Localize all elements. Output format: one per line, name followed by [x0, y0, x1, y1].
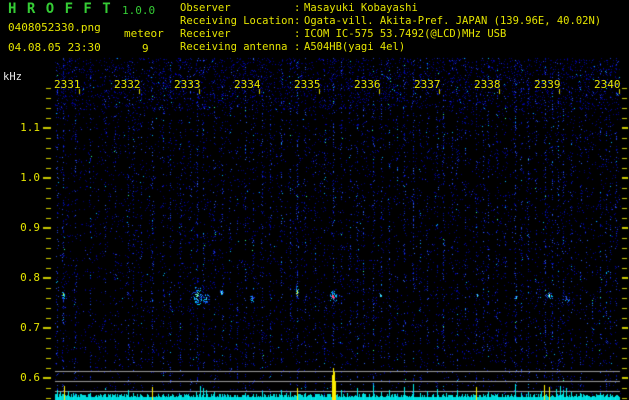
time-tick-label: 2339	[534, 78, 561, 91]
station-info: Observer: Masayuki Kobayashi Receiving Loc…	[180, 2, 601, 54]
freq-tick-label: 0.7	[20, 321, 40, 334]
station-row-separator: :	[294, 28, 301, 40]
time-tick-label: 2334	[234, 78, 261, 91]
station-row: Observer: Masayuki Kobayashi	[180, 2, 601, 15]
freq-tick-label: 1.1	[20, 121, 40, 134]
station-row-label: Receiving antenna	[180, 41, 288, 53]
freq-tick-label: 0.6	[20, 371, 40, 384]
station-row: Receiver: ICOM IC-575 53.7492(@LCD)MHz US…	[180, 28, 601, 41]
station-row-label: Receiver	[180, 28, 231, 40]
time-tick-label: 2331	[54, 78, 81, 91]
station-row-separator: :	[294, 15, 301, 27]
station-row-value: A504HB(yagi 4el)	[304, 41, 406, 53]
mode-label: meteor	[124, 27, 164, 40]
station-row-value: ICOM IC-575 53.7492(@LCD)MHz USB	[304, 28, 507, 40]
time-tick-label: 2335	[294, 78, 321, 91]
freq-tick-label: 0.8	[20, 271, 40, 284]
station-row: Receiving antenna: A504HB(yagi 4el)	[180, 41, 601, 54]
output-filename: 0408052330.png	[8, 21, 101, 34]
time-tick-label: 2338	[474, 78, 501, 91]
app-title: H R O F F T	[8, 1, 112, 17]
time-tick-label: 2332	[114, 78, 141, 91]
time-tick-label: 2340	[594, 78, 621, 91]
time-tick-label: 2333	[174, 78, 201, 91]
station-row-value: Ogata-vill. Akita-Pref. JAPAN (139.96E, …	[304, 15, 602, 27]
freq-tick-label: 1.0	[20, 171, 40, 184]
date-time: 04.08.05 23:30	[8, 41, 101, 54]
meteor-echo-count: 9	[142, 42, 149, 55]
station-row-label: Receiving Location	[180, 15, 294, 27]
station-row-separator: :	[294, 41, 301, 53]
station-row: Receiving Location: Ogata-vill. Akita-Pre…	[180, 15, 601, 28]
freq-axis-unit: kHz	[3, 71, 22, 83]
time-tick-label: 2337	[414, 78, 441, 91]
app-version: 1.0.0	[122, 4, 156, 17]
freq-tick-label: 0.9	[20, 221, 40, 234]
station-row-value: Masayuki Kobayashi	[304, 2, 418, 14]
station-row-label: Observer	[180, 2, 231, 14]
time-tick-label: 2336	[354, 78, 381, 91]
station-row-separator: :	[294, 2, 301, 14]
